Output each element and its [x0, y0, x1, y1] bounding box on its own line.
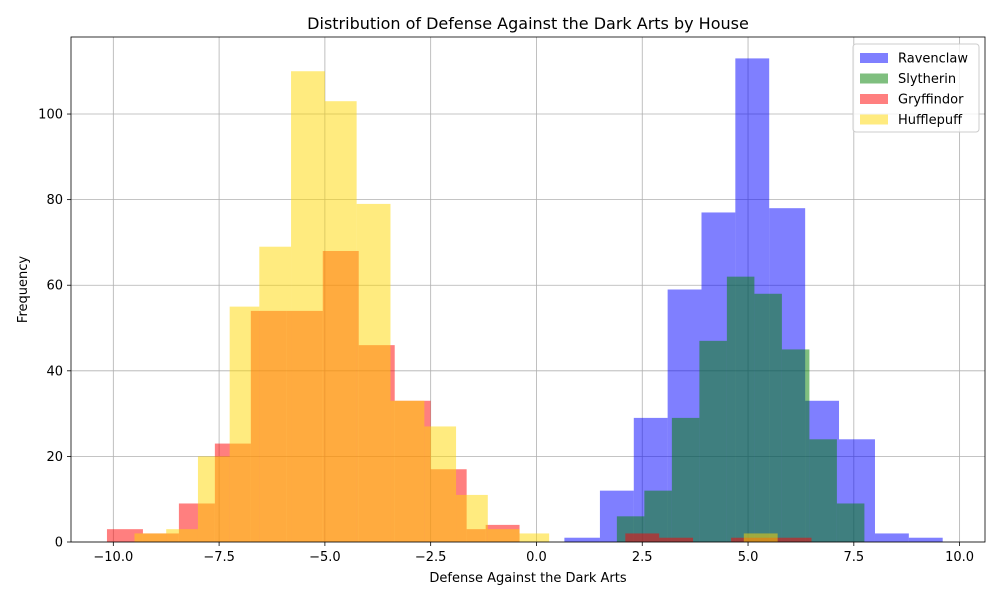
histogram-bar-gryffindor	[625, 533, 660, 542]
legend: Ravenclaw Slytherin Gryffindor Hufflepuff	[852, 43, 980, 133]
histogram-bar-slytherin	[836, 503, 865, 542]
x-tick-label: −7.5	[203, 550, 235, 565]
histogram-bar-slytherin	[699, 340, 727, 542]
y-tick-label: 80	[46, 193, 63, 208]
histogram-bar-hufflepuff	[487, 529, 520, 542]
histogram-bar-slytherin	[726, 276, 755, 542]
histogram-bar-hufflepuff	[424, 426, 457, 542]
y-axis-ticks: 0 20 40 60 80 100	[38, 108, 71, 551]
x-axis-ticks: −10.0 −7.5 −5.0 −2.5 0.0 2.5 5.0 7.5 10.0	[93, 542, 974, 565]
y-tick-label: 40	[46, 364, 63, 379]
x-tick-label: 2.5	[632, 550, 653, 565]
legend-label-slytherin: Slytherin	[898, 72, 956, 87]
legend-swatch-slytherin	[860, 73, 888, 84]
histogram-bar-hufflepuff	[743, 533, 778, 542]
legend-swatch-gryffindor	[860, 94, 888, 104]
x-tick-label: 10.0	[945, 550, 974, 565]
x-tick-label: 0.0	[526, 550, 547, 565]
histogram-bar-hufflepuff	[197, 456, 230, 542]
histogram-bars	[106, 58, 943, 543]
histogram-bar-slytherin	[671, 417, 700, 542]
histogram-bar-slytherin	[809, 439, 837, 542]
histogram-bar-slytherin	[781, 349, 810, 542]
legend-label-gryffindor: Gryffindor	[898, 93, 964, 108]
y-tick-label: 100	[38, 108, 63, 123]
legend-label-hufflepuff: Hufflepuff	[898, 113, 963, 128]
x-tick-label: −10.0	[93, 550, 133, 565]
y-axis-label: Frequency	[16, 256, 31, 323]
histogram-bar-ravenclaw	[908, 537, 943, 542]
x-axis-label: Defense Against the Dark Arts	[429, 571, 626, 586]
histogram-bar-hufflepuff	[390, 400, 425, 542]
histogram-bar-ravenclaw	[564, 537, 600, 542]
legend-swatch-hufflepuff	[860, 114, 888, 125]
histogram-bar-hufflepuff	[456, 494, 488, 542]
y-tick-label: 0	[55, 536, 63, 551]
histogram-bar-ravenclaw	[874, 533, 909, 542]
legend-swatch-ravenclaw	[860, 53, 888, 63]
histogram-bar-hufflepuff	[324, 101, 357, 542]
histogram-bar-hufflepuff	[291, 71, 325, 542]
x-tick-label: −2.5	[415, 550, 447, 565]
legend-label-ravenclaw: Ravenclaw	[898, 52, 968, 67]
histogram-bar-hufflepuff	[259, 246, 292, 543]
y-tick-label: 20	[46, 450, 63, 465]
histogram-bar-hufflepuff	[166, 529, 198, 542]
histogram-bar-hufflepuff	[229, 306, 260, 542]
y-tick-label: 60	[46, 279, 63, 294]
plot-frame	[70, 36, 986, 543]
x-tick-label: 7.5	[843, 550, 864, 565]
series-hufflepuff	[134, 71, 778, 543]
histogram-bar-slytherin	[754, 293, 782, 542]
x-tick-label: 5.0	[738, 550, 759, 565]
histogram-bar-hufflepuff	[356, 203, 391, 542]
histogram-bar-gryffindor	[790, 537, 812, 542]
legend-box	[852, 43, 980, 133]
x-tick-label: −5.0	[309, 550, 341, 565]
histogram-bar-hufflepuff	[134, 533, 167, 542]
histogram-bar-gryffindor	[106, 529, 143, 542]
histogram-bar-hufflepuff	[519, 533, 550, 542]
chart-title: Distribution of Defense Against the Dark…	[307, 14, 749, 33]
histogram-bar-gryffindor	[659, 537, 694, 542]
